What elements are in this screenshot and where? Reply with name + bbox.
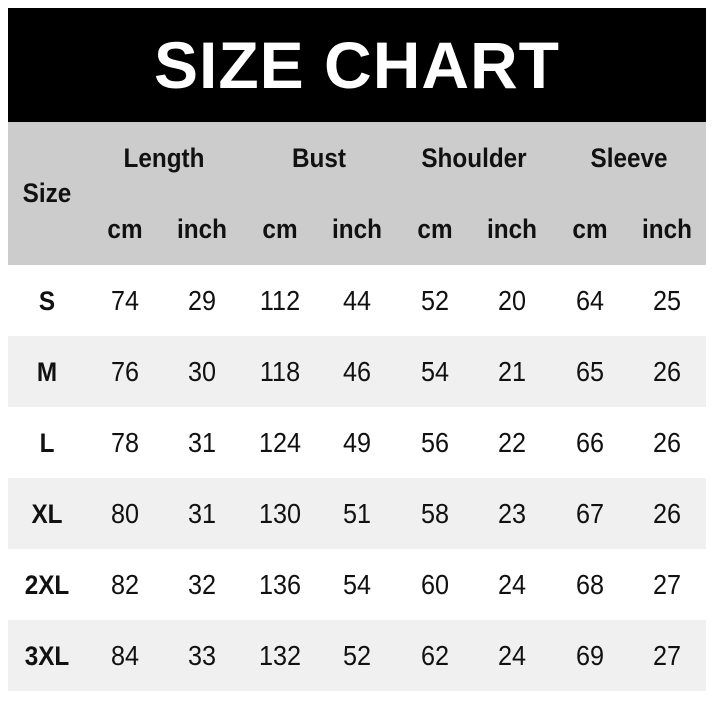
table-row <box>8 478 706 549</box>
table-cell: 46 <box>342 356 372 387</box>
table-cell: 23 <box>497 498 527 529</box>
size-label: XL <box>31 498 63 529</box>
table-cell: 52 <box>420 285 450 316</box>
table-cell: 62 <box>420 640 450 671</box>
column-group-header: Length <box>123 142 204 173</box>
table-cell: 20 <box>497 285 527 316</box>
table-cell: 54 <box>342 569 372 600</box>
unit-header: inch <box>332 213 382 244</box>
table-cell: 56 <box>420 427 450 458</box>
size-label: M <box>36 356 58 387</box>
column-group-header: Sleeve <box>589 142 668 173</box>
table-cell: 24 <box>497 640 527 671</box>
column-group-header: Bust <box>291 142 346 173</box>
table-cell: 67 <box>575 498 605 529</box>
table-cell: 118 <box>259 356 301 387</box>
table-cell: 29 <box>187 285 217 316</box>
table-row <box>8 336 706 407</box>
size-label: 2XL <box>24 569 70 600</box>
unit-header: inch <box>487 213 537 244</box>
table-cell: 31 <box>187 427 217 458</box>
table-cell: 74 <box>110 285 140 316</box>
table-cell: 52 <box>342 640 372 671</box>
table-cell: 33 <box>187 640 217 671</box>
table-header <box>8 122 706 265</box>
table-cell: 51 <box>342 498 372 529</box>
table-cell: 58 <box>420 498 450 529</box>
table-cell: 60 <box>420 569 450 600</box>
size-label: L <box>39 427 55 458</box>
table-cell: 27 <box>652 640 682 671</box>
table-cell: 130 <box>258 498 302 529</box>
table-cell: 124 <box>258 427 302 458</box>
table-cell: 112 <box>259 285 301 316</box>
unit-header: cm <box>417 213 453 244</box>
table-cell: 66 <box>575 427 605 458</box>
table-cell: 31 <box>187 498 217 529</box>
page-title: SIZE CHART <box>8 8 706 122</box>
unit-header: inch <box>177 213 227 244</box>
column-group-header: Shoulder <box>420 142 527 173</box>
table-cell: 32 <box>187 569 217 600</box>
table-cell: 26 <box>652 427 682 458</box>
table-cell: 82 <box>110 569 140 600</box>
table-cell: 76 <box>110 356 140 387</box>
table-cell: 49 <box>342 427 372 458</box>
table-cell: 65 <box>575 356 605 387</box>
table-cell: 27 <box>652 569 682 600</box>
table-cell: 22 <box>497 427 527 458</box>
table-cell: 80 <box>110 498 140 529</box>
table-cell: 26 <box>652 498 682 529</box>
table-cell: 26 <box>652 356 682 387</box>
size-label: S <box>38 285 56 316</box>
table-cell: 44 <box>342 285 372 316</box>
table-cell: 69 <box>575 640 605 671</box>
table-cell: 84 <box>110 640 140 671</box>
table-cell: 68 <box>575 569 605 600</box>
table-cell: 64 <box>575 285 605 316</box>
table-cell: 30 <box>187 356 217 387</box>
size-label: 3XL <box>24 640 70 671</box>
table-cell: 54 <box>420 356 450 387</box>
size-column-header: Size <box>22 177 72 208</box>
table-cell: 25 <box>652 285 682 316</box>
unit-header: cm <box>572 213 608 244</box>
unit-header: cm <box>262 213 298 244</box>
unit-header: inch <box>642 213 692 244</box>
table-cell: 21 <box>497 356 527 387</box>
table-row <box>8 620 706 691</box>
table-cell: 24 <box>497 569 527 600</box>
table-cell: 78 <box>110 427 140 458</box>
unit-header: cm <box>107 213 143 244</box>
table-cell: 136 <box>258 569 302 600</box>
table-cell: 132 <box>258 640 302 671</box>
